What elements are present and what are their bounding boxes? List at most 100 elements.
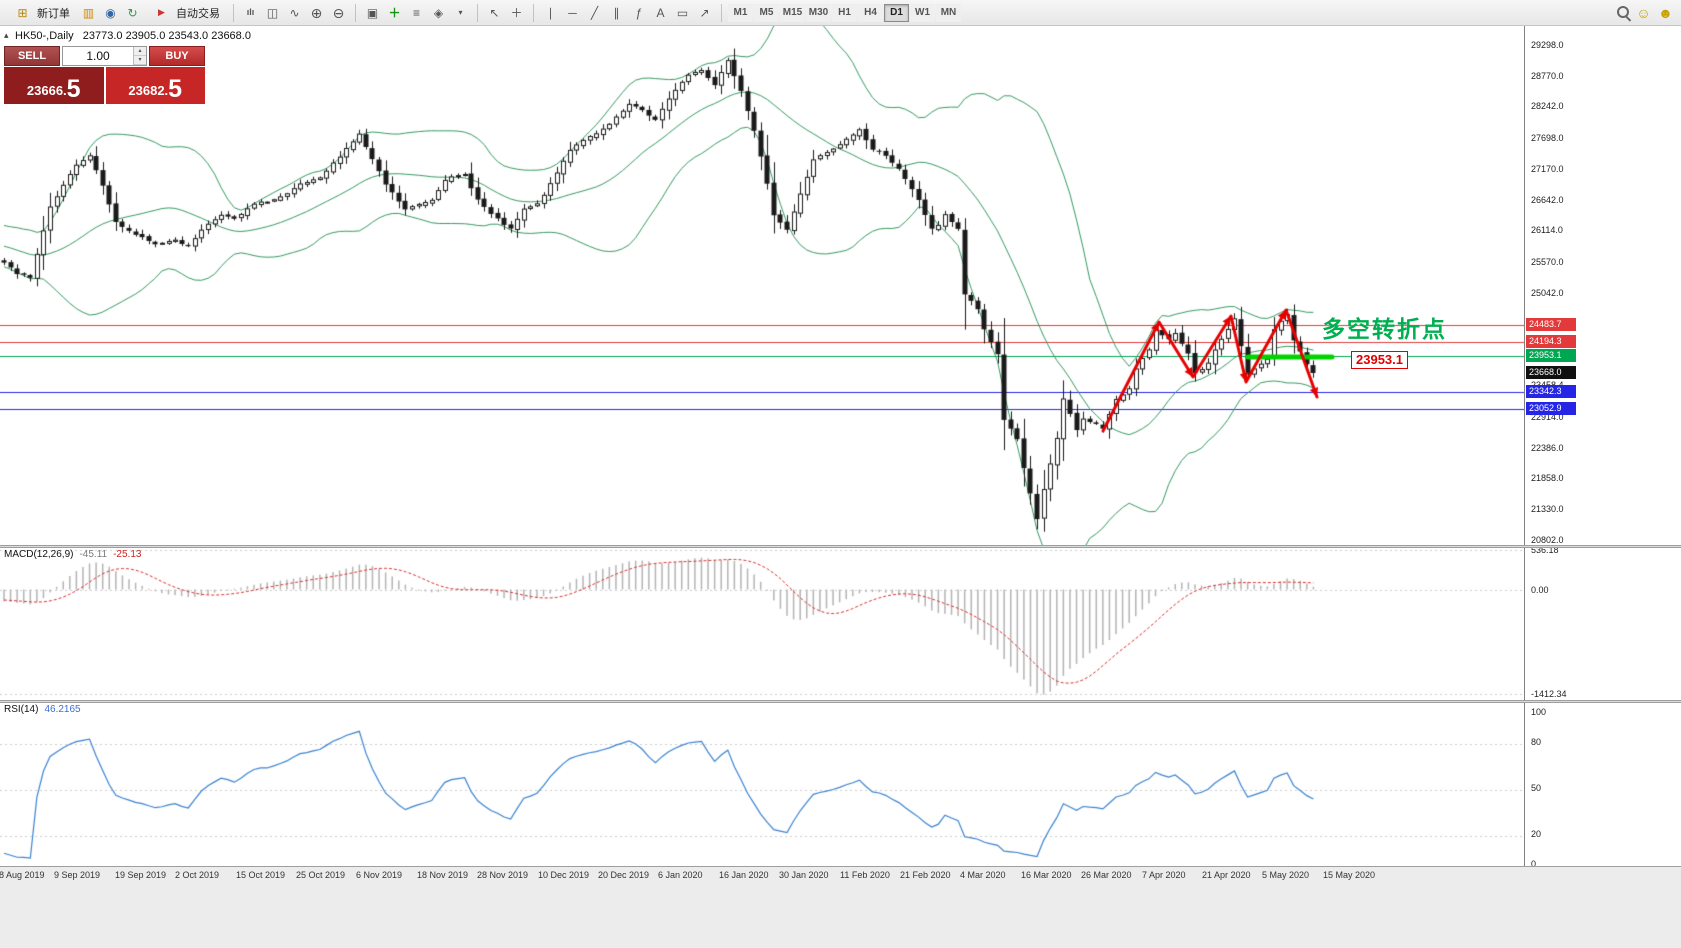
new-order-button[interactable]: ⊞ 新订单 (5, 3, 77, 23)
zoom-out-icon[interactable]: ⊖ (332, 4, 345, 21)
autotrading-icon: ▶ (158, 7, 165, 17)
timeframe-m15-button[interactable]: M15 (780, 3, 805, 22)
sell-price-box[interactable]: 23666. 5 (4, 67, 104, 104)
rsi-panel-separator[interactable] (0, 700, 1681, 703)
timeframe-m5-button[interactable]: M5 (754, 3, 779, 22)
buy-price-pips: 5 (168, 75, 183, 103)
price-axis[interactable]: 29298.0 28770.0 28242.0 27698.0 27170.0 26642… (1524, 26, 1681, 869)
volume-input[interactable]: 1.00 ▴ ▾ (62, 46, 147, 66)
buy-button[interactable]: BUY (149, 46, 205, 66)
horizontal-line-icon[interactable]: ─ (568, 5, 577, 20)
timeframe-h4-button[interactable]: H4 (858, 3, 883, 22)
volume-down-icon[interactable]: ▾ (134, 56, 146, 65)
cursor-icon[interactable]: ↖ (489, 5, 500, 20)
indicators-add-icon[interactable]: ＋ (388, 5, 401, 20)
date-tick-label: 15 Oct 2019 (236, 870, 286, 880)
volume-value[interactable]: 1.00 (86, 49, 110, 63)
price-tick-label: 20802.0 (1531, 535, 1564, 545)
volume-up-icon[interactable]: ▴ (134, 47, 146, 56)
crosshair-icon[interactable]: ＋ (510, 5, 523, 20)
date-tick-label: 16 Mar 2020 (1021, 870, 1072, 880)
volume-spinner[interactable]: ▴ ▾ (133, 47, 146, 65)
trendline-icon[interactable]: ╱ (590, 5, 599, 20)
one-click-toggle[interactable]: ▴ (4, 30, 9, 40)
toolbar: ⊞ 新订单 ▥ ◉ ↻ ▶ 自动交易 ılı ◫ ∿ ⊕ ⊖ ▣ ＋ ≡ ◈ ▾… (0, 0, 1681, 26)
tile-windows-icon[interactable]: ▣ (366, 5, 379, 20)
one-click-trading-panel: SELL 1.00 ▴ ▾ BUY 23666. 5 23682. 5 (4, 46, 205, 104)
buy-price-main: 23682. (128, 83, 169, 98)
chart-ohlc: 23773.0 23905.0 23543.0 23668.0 (82, 30, 251, 42)
toolbar-separator (355, 3, 356, 22)
timeframe-d1-button[interactable]: D1 (884, 3, 909, 22)
macd-panel-separator[interactable] (0, 545, 1681, 548)
rsi-scale-label: 0 (1531, 859, 1537, 869)
account-icon[interactable]: ☻ (1658, 4, 1673, 21)
date-tick-label: 15 May 2020 (1323, 870, 1376, 880)
price-tick-label: 27698.0 (1531, 133, 1564, 143)
date-tick-label: 7 Apr 2020 (1142, 870, 1186, 880)
rsi-label: RSI(14) 46.2165 (4, 704, 81, 715)
search-icon[interactable] (1615, 4, 1632, 21)
sell-button[interactable]: SELL (4, 46, 60, 66)
date-tick-label: 9 Sep 2019 (54, 870, 101, 880)
buy-price-box[interactable]: 23682. 5 (105, 67, 205, 104)
templates-dropdown-icon[interactable]: ▾ (458, 7, 463, 17)
templates-icon[interactable]: ◈ (433, 5, 444, 20)
autotrading-label: 自动交易 (176, 7, 220, 20)
text-icon[interactable]: A (656, 5, 665, 20)
toolbar-separator (533, 3, 534, 22)
text-label-icon[interactable]: ▭ (676, 5, 689, 20)
line-chart-icon[interactable]: ∿ (289, 5, 300, 20)
date-tick-label: 16 Jan 2020 (719, 870, 769, 880)
price-tick-label: 28770.0 (1531, 71, 1564, 81)
price-tick-label: 25570.0 (1531, 257, 1564, 267)
rsi-panel-canvas[interactable] (0, 703, 1524, 866)
bars-chart-icon[interactable]: ılı (246, 7, 255, 17)
price-tick-label: 27170.0 (1531, 164, 1564, 174)
arrows-icon[interactable]: ↗ (699, 5, 710, 20)
macd-value: -45.11 (79, 549, 108, 560)
date-tick-label: 11 Feb 2020 (840, 870, 890, 880)
fibonacci-icon[interactable]: ƒ (635, 5, 642, 20)
date-tick-label: 4 Mar 2020 (960, 870, 1006, 880)
candlestick-chart-icon[interactable]: ◫ (266, 5, 279, 20)
date-tick-label: 21 Apr 2020 (1202, 870, 1251, 880)
macd-scale-label: 536.18 (1531, 545, 1559, 555)
profile-icon[interactable]: ◉ (105, 5, 116, 20)
macd-label: MACD(12,26,9) -45.11 -25.13 (4, 549, 141, 560)
rsi-scale-label: 80 (1531, 737, 1542, 747)
timeframe-w1-button[interactable]: W1 (910, 3, 935, 22)
price-level-badge: 23668.0 (1526, 366, 1576, 379)
rsi-scale-label: 100 (1531, 707, 1547, 717)
timeframe-mn-button[interactable]: MN (936, 3, 961, 22)
price-tag-label: 23953.1 (1351, 351, 1408, 369)
refresh-icon[interactable]: ↻ (127, 5, 138, 20)
date-tick-label: 10 Dec 2019 (538, 870, 590, 880)
date-tick-label: 2 Oct 2019 (175, 870, 220, 880)
timeframe-h1-button[interactable]: H1 (832, 3, 857, 22)
date-tick-label: 28 Aug 2019 (0, 870, 45, 880)
date-tick-label: 28 Nov 2019 (477, 870, 529, 880)
date-tick-label: 30 Jan 2020 (779, 870, 829, 880)
price-tick-label: 22386.0 (1531, 443, 1564, 453)
autotrading-button[interactable]: ▶ 自动交易 (144, 3, 227, 23)
timeframe-m1-button[interactable]: M1 (728, 3, 753, 22)
vertical-line-icon[interactable]: ∣ (547, 5, 554, 20)
date-tick-label: 6 Jan 2020 (658, 870, 703, 880)
date-tick-label: 25 Oct 2019 (296, 870, 346, 880)
main-chart-canvas[interactable] (0, 26, 1524, 545)
timeframe-m30-button[interactable]: M30 (806, 3, 831, 22)
sell-price-pips: 5 (66, 75, 81, 103)
community-icon[interactable]: ☺ (1636, 4, 1651, 21)
time-axis[interactable]: 28 Aug 2019 9 Sep 2019 19 Sep 2019 2 Oct 20… (0, 866, 1681, 948)
date-tick-label: 18 Nov 2019 (417, 870, 469, 880)
channel-icon[interactable]: ∥ (613, 5, 620, 20)
zoom-in-icon[interactable]: ⊕ (310, 4, 323, 21)
market-watch-icon[interactable]: ▥ (82, 5, 95, 20)
price-level-badge: 23342.3 (1526, 385, 1576, 398)
chart-symbol-period: HK50-,Daily (15, 30, 74, 42)
toolbar-separator (477, 3, 478, 22)
macd-panel-canvas[interactable] (0, 548, 1524, 700)
navigator-icon[interactable]: ≡ (412, 5, 420, 20)
